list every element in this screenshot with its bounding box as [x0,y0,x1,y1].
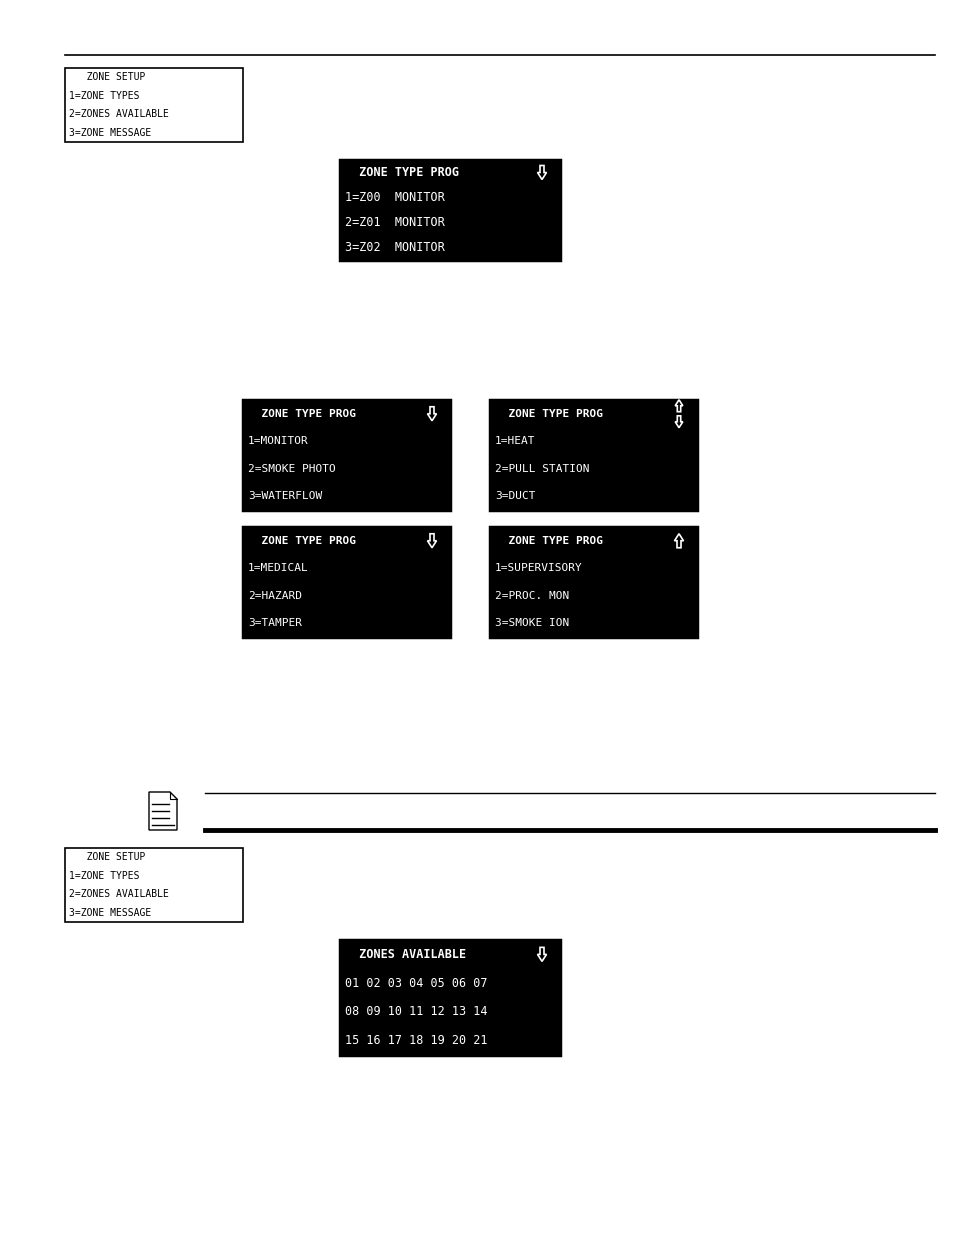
Text: 01 02 03 04 05 06 07: 01 02 03 04 05 06 07 [345,977,487,989]
Text: 1=HEAT: 1=HEAT [495,436,535,446]
Bar [339,161,559,261]
Text: 1=Z00  MONITOR: 1=Z00 MONITOR [345,191,444,204]
Text: 2=PROC. MON: 2=PROC. MON [495,590,569,600]
Text: 2=ZONES AVAILABLE: 2=ZONES AVAILABLE [69,889,169,899]
Text: ZONE TYPE PROG: ZONE TYPE PROG [495,536,602,546]
Text: ZONE TYPE PROG: ZONE TYPE PROG [345,165,458,179]
Text: 1=MEDICAL: 1=MEDICAL [248,563,309,573]
Text: 2=HAZARD: 2=HAZARD [248,590,302,600]
Bar [490,527,697,637]
Text: 1=MONITOR: 1=MONITOR [248,436,309,446]
Text: ZONE TYPE PROG: ZONE TYPE PROG [248,409,355,419]
Text: 3=ZONE MESSAGE: 3=ZONE MESSAGE [69,127,152,138]
Text: 1=SUPERVISORY: 1=SUPERVISORY [495,563,582,573]
Text: 2=PULL STATION: 2=PULL STATION [495,464,589,474]
Text: ZONES AVAILABLE: ZONES AVAILABLE [345,948,466,961]
Text: ZONE TYPE PROG: ZONE TYPE PROG [495,409,602,419]
Text: 3=WATERFLOW: 3=WATERFLOW [248,492,322,501]
Text: 08 09 10 11 12 13 14: 08 09 10 11 12 13 14 [345,1005,487,1019]
Polygon shape [149,792,177,830]
Bar [65,848,243,923]
Bar [243,527,450,637]
Text: 2=ZONES AVAILABLE: 2=ZONES AVAILABLE [69,109,169,120]
Text: 3=DUCT: 3=DUCT [495,492,535,501]
Text: 1=ZONE TYPES: 1=ZONE TYPES [69,871,139,881]
Bar [490,400,697,510]
Text: 15 16 17 18 19 20 21: 15 16 17 18 19 20 21 [345,1034,487,1047]
Bar [339,940,559,1055]
Text: ZONE SETUP: ZONE SETUP [69,852,145,862]
Text: ZONE TYPE PROG: ZONE TYPE PROG [248,536,355,546]
Text: 3=Z02  MONITOR: 3=Z02 MONITOR [345,241,444,254]
Text: ZONE SETUP: ZONE SETUP [69,73,145,83]
Text: 3=TAMPER: 3=TAMPER [248,619,302,629]
Bar [243,400,450,510]
Bar [65,68,243,142]
Text: 2=SMOKE PHOTO: 2=SMOKE PHOTO [248,464,335,474]
Text: 2=Z01  MONITOR: 2=Z01 MONITOR [345,216,444,228]
Text: 3=ZONE MESSAGE: 3=ZONE MESSAGE [69,908,152,918]
Text: 3=SMOKE ION: 3=SMOKE ION [495,619,569,629]
Text: 1=ZONE TYPES: 1=ZONE TYPES [69,90,139,101]
